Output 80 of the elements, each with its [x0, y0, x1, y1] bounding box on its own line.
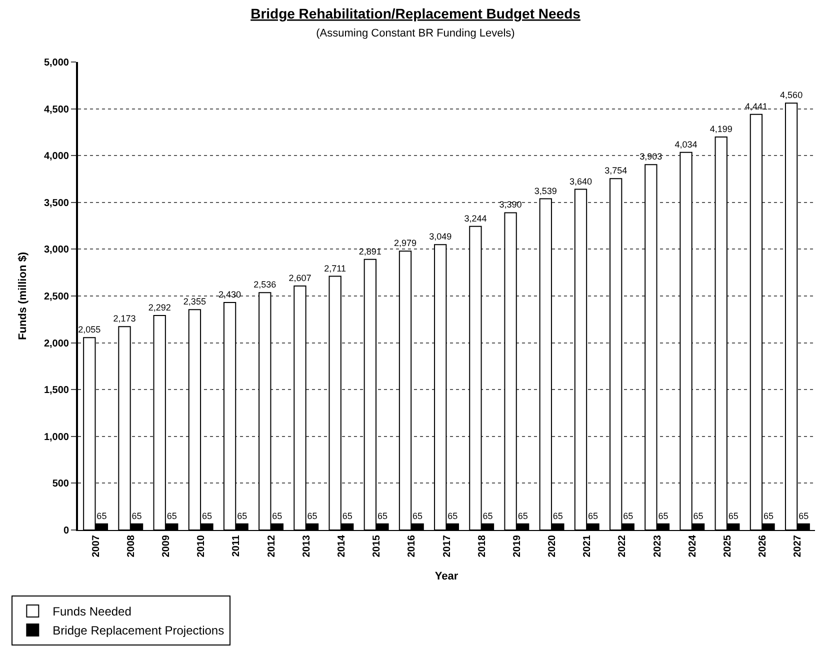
y-tick-label: 3,000 [44, 244, 70, 256]
x-tick-label: 2011 [231, 534, 242, 557]
data-label: 65 [588, 510, 598, 521]
x-tick-label: 2024 [687, 534, 698, 558]
x-tick-label: 2019 [512, 534, 523, 558]
data-label: 65 [412, 510, 423, 521]
data-label: 4,560 [780, 90, 803, 100]
data-label: 2,607 [288, 272, 312, 283]
x-tick-label: 2023 [652, 534, 664, 558]
data-label: 3,390 [499, 200, 522, 210]
data-label: 65 [307, 510, 318, 521]
data-label: 3,903 [640, 152, 662, 162]
data-label: 3,539 [534, 186, 557, 196]
data-label: 65 [623, 510, 634, 521]
y-tick-label: 500 [52, 478, 70, 490]
data-label: 65 [728, 510, 738, 521]
data-label: 2,430 [218, 290, 242, 300]
y-tick-label: 1,000 [44, 432, 70, 443]
x-axis-title: Year [434, 570, 459, 582]
data-label: 65 [166, 510, 177, 521]
x-tick-label: 2014 [336, 534, 348, 558]
data-label: 2,292 [148, 302, 171, 312]
x-tick-label: 2022 [617, 534, 628, 558]
data-label: 2,355 [183, 296, 206, 307]
chart-subtitle: (Assuming Constant BR Funding Levels) [316, 28, 515, 40]
y-tick-label: 1,500 [44, 385, 70, 396]
x-tick-label: 2013 [301, 534, 312, 558]
x-tick-label: 2012 [266, 534, 278, 558]
x-tick-label: 2020 [547, 534, 558, 558]
y-tick-label: 3,500 [44, 198, 70, 209]
y-tick-label: 4,000 [44, 151, 70, 162]
x-tick-label: 2008 [126, 534, 137, 558]
data-label: 65 [798, 510, 809, 521]
x-tick-label: 2026 [758, 534, 769, 558]
legend-label: Funds Needed [52, 604, 132, 619]
x-tick-label: 2016 [406, 534, 418, 558]
y-tick-label: 5,000 [44, 58, 70, 68]
x-tick-label: 2021 [582, 534, 594, 558]
data-label: 65 [237, 510, 248, 521]
x-tick-label: 2009 [160, 534, 172, 558]
x-tick-label: 2025 [722, 534, 734, 558]
x-tick-label: 2010 [196, 534, 208, 558]
legend-label: Bridge Replacement Projections [52, 624, 224, 638]
data-label: 65 [377, 510, 388, 521]
data-label: 2,055 [78, 324, 101, 335]
y-tick-label: 2,500 [44, 292, 70, 302]
data-label: 2,173 [113, 314, 136, 324]
x-tick-label: 2015 [372, 534, 383, 558]
data-label: 65 [132, 510, 142, 521]
data-label: 65 [448, 510, 458, 521]
data-label: 65 [763, 510, 774, 521]
data-label: 4,034 [674, 139, 698, 150]
data-label: 4,441 [744, 101, 768, 112]
data-label: 4,199 [710, 124, 732, 134]
y-tick-label: 2,000 [44, 338, 70, 350]
data-label: 65 [518, 510, 528, 521]
x-tick-label: 2007 [90, 534, 102, 558]
data-label: 65 [658, 510, 668, 521]
data-label: 65 [482, 510, 493, 521]
x-tick-label: 2017 [442, 534, 453, 558]
data-label: 65 [342, 510, 352, 521]
x-tick-label: 2027 [792, 534, 804, 558]
chart-title: Bridge Rehabilitation/Replacement Budget Needs [250, 5, 581, 22]
y-tick-label: 0 [63, 526, 70, 536]
data-label: 65 [202, 510, 212, 521]
data-label: 65 [693, 510, 704, 521]
data-label: 65 [552, 510, 563, 521]
x-tick-label: 2018 [476, 534, 488, 558]
data-label: 2,711 [324, 263, 346, 274]
data-label: 2,891 [358, 246, 382, 256]
y-tick-label: 4,500 [44, 104, 70, 116]
data-label: 3,244 [464, 213, 487, 224]
y-axis-title: Funds (million $) [17, 252, 30, 340]
data-label: 2,536 [254, 280, 276, 290]
data-label: 65 [96, 510, 107, 521]
data-label: 2,979 [394, 238, 417, 248]
data-label: 3,640 [569, 176, 592, 186]
data-label: 3,754 [604, 166, 628, 176]
data-label: 3,049 [429, 232, 452, 242]
data-label: 65 [272, 510, 282, 521]
